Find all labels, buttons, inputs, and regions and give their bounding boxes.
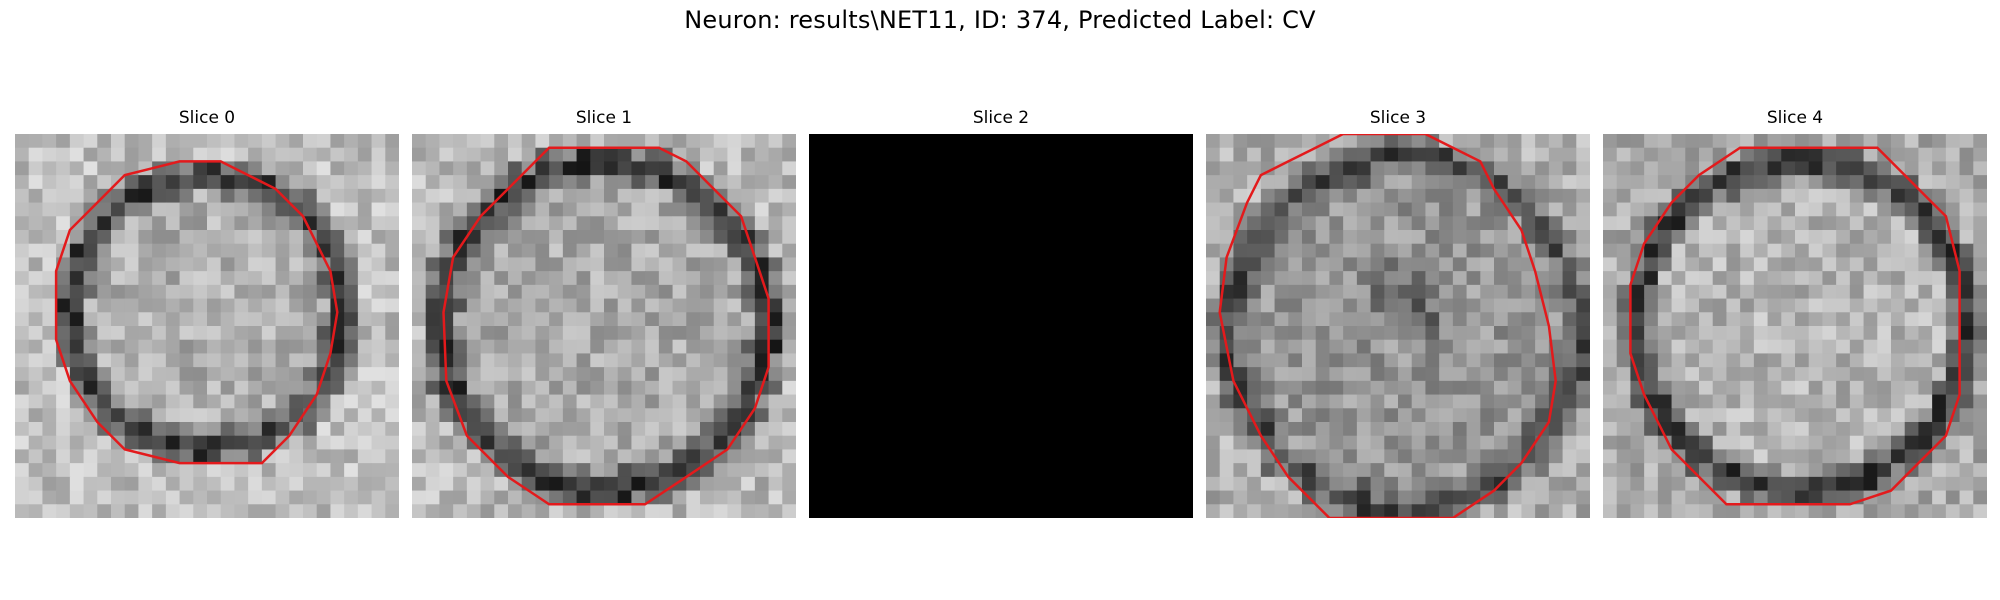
segmentation-contour <box>1629 146 1961 506</box>
slice-image-1 <box>412 134 796 518</box>
slice-image-3 <box>1206 134 1590 518</box>
figure-suptitle: Neuron: results\NET11, ID: 374, Predicte… <box>684 6 1316 34</box>
grayscale-pixels <box>412 134 796 518</box>
segmentation-contour <box>54 160 339 465</box>
grayscale-pixels <box>15 134 399 518</box>
slice-title: Slice 4 <box>1766 108 1824 128</box>
grayscale-pixels <box>1603 134 1987 518</box>
slice-image-2 <box>809 134 1193 518</box>
black-slice-fill <box>809 134 1193 518</box>
slice-title: Slice 1 <box>575 108 633 128</box>
grayscale-pixels <box>1206 134 1590 518</box>
slice-image-0 <box>15 134 399 518</box>
slice-title: Slice 0 <box>178 108 236 128</box>
slice-title: Slice 2 <box>972 108 1030 128</box>
segmentation-contour <box>1218 134 1557 518</box>
segmentation-contour <box>442 146 770 506</box>
slice-image-4 <box>1603 134 1987 518</box>
slice-title: Slice 3 <box>1369 108 1427 128</box>
